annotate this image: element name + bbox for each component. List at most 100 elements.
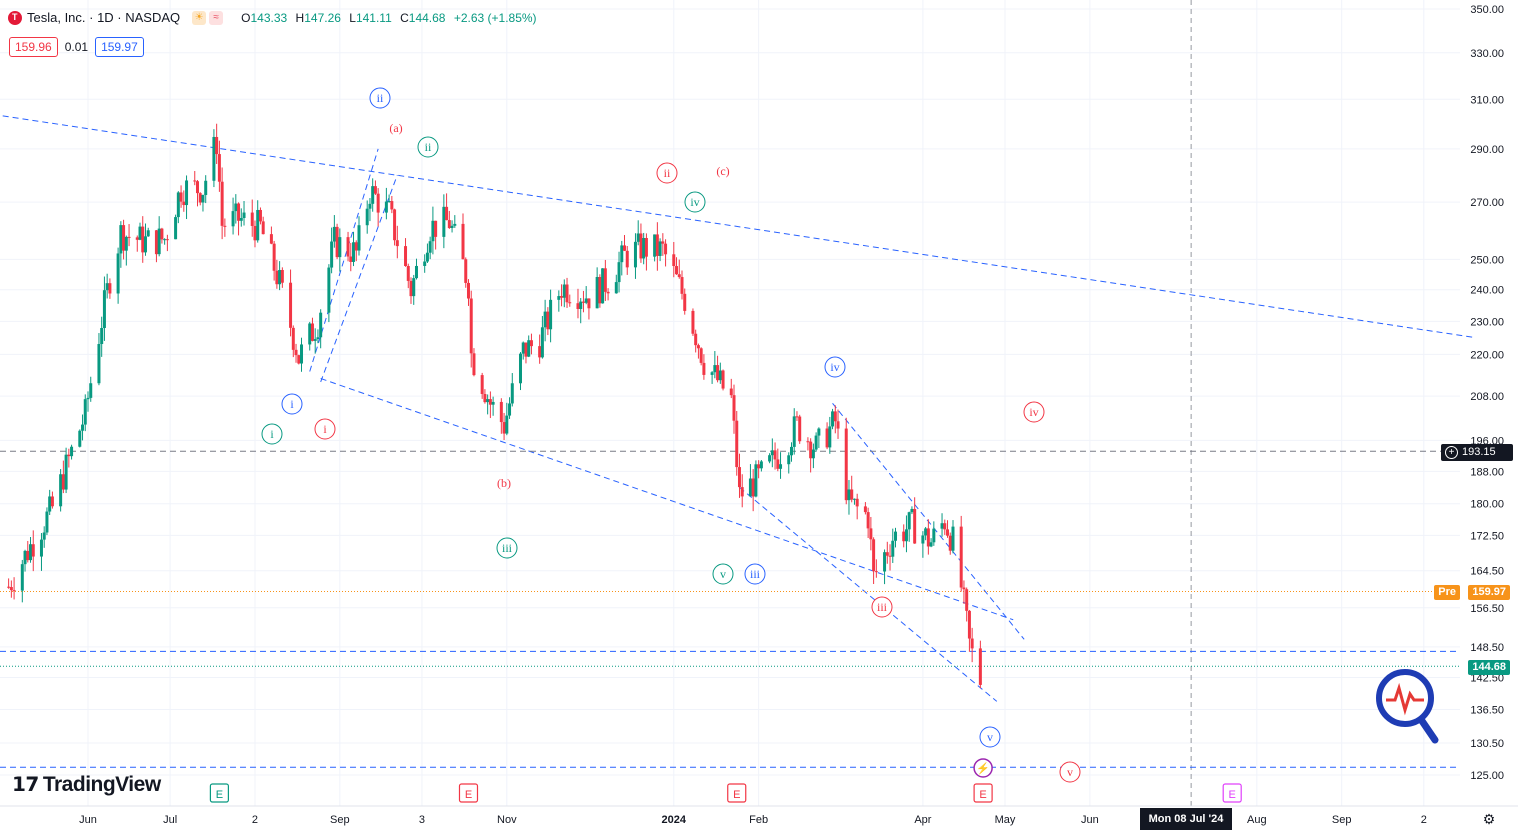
candle-body	[661, 241, 665, 244]
candle-body	[390, 201, 394, 210]
candle-body	[64, 454, 68, 490]
candle-body	[617, 262, 621, 283]
candle-body	[42, 532, 46, 540]
candle-body	[310, 323, 314, 341]
candle-body	[965, 589, 969, 611]
candle-body	[814, 435, 818, 450]
candle-body	[502, 422, 506, 434]
magnifier-pulse	[1386, 682, 1424, 716]
candle-body	[948, 535, 952, 551]
candle-body	[902, 531, 906, 542]
candle-body	[204, 180, 208, 196]
candle-body	[891, 540, 895, 557]
market-session-icon[interactable]: ☀	[192, 10, 207, 25]
candle-body	[636, 233, 640, 242]
tradingview-mark-icon: 𝟭𝟳	[12, 774, 39, 796]
tradingview-logo[interactable]: 𝟭𝟳 TradingView	[12, 772, 161, 797]
add-alert-icon[interactable]: +	[1445, 446, 1458, 459]
bid-button[interactable]: 159.96	[9, 37, 58, 57]
candle-body	[579, 301, 583, 309]
candle-body	[12, 590, 16, 592]
candle-body	[913, 508, 917, 544]
x-tick-label: Sep	[1332, 814, 1352, 826]
candle-body	[962, 587, 966, 590]
candle-body	[442, 206, 446, 237]
earnings-marker	[727, 783, 747, 803]
candle-body	[546, 311, 550, 330]
candle-body	[639, 233, 643, 259]
candle-body	[664, 243, 668, 255]
time-axis[interactable]: Jun Jul 2 Sep 3 Nov 2024 Feb Apr May Jun Aug Sep 2	[0, 805, 1518, 826]
candle-body	[31, 544, 35, 557]
candle-body	[499, 401, 503, 423]
candle-body	[770, 450, 774, 456]
candle-body	[718, 370, 722, 381]
candle-body	[527, 340, 531, 357]
candle-body	[193, 180, 197, 182]
candle-body	[524, 342, 528, 357]
candle-body	[825, 428, 829, 448]
candle-body	[297, 355, 301, 364]
candle-body	[565, 284, 569, 303]
candle-body	[828, 426, 832, 448]
candle-body	[978, 648, 982, 685]
candle-body	[869, 528, 873, 540]
trendline	[309, 148, 379, 372]
candle-body	[404, 246, 408, 266]
candle-body	[943, 523, 947, 530]
candle-body	[425, 252, 429, 262]
wave-label-circle	[712, 563, 734, 585]
candle-body	[116, 253, 120, 294]
candle-body	[483, 394, 487, 403]
candle-body	[614, 282, 618, 294]
candle-body	[721, 370, 725, 389]
x-tick-label: 2024	[662, 814, 687, 826]
x-tick-label: 2	[1421, 814, 1427, 826]
wave-label: i	[290, 397, 294, 411]
y-tick-label: 148.50	[1470, 642, 1504, 654]
candle-body	[587, 298, 591, 309]
candle-body	[855, 498, 859, 507]
candle-body	[100, 328, 104, 345]
settings-gear-icon[interactable]: ⚙	[1482, 811, 1496, 827]
tesla-logo-icon	[8, 10, 22, 25]
candle-body	[921, 535, 925, 544]
candle-body	[521, 342, 525, 354]
candle-body	[83, 399, 87, 425]
analysis-magnifier-icon[interactable]	[1376, 669, 1439, 744]
candle-body	[237, 203, 241, 221]
candle-body	[576, 303, 580, 309]
brand-name: TradingView	[42, 773, 161, 796]
candle-body	[450, 225, 454, 229]
wave-label: ii	[664, 166, 671, 180]
ask-button[interactable]: 159.97	[95, 37, 144, 57]
candle-body	[23, 550, 27, 565]
x-tick-label: Feb	[749, 814, 768, 826]
wave-label: ii	[425, 140, 432, 154]
y-tick-label: 172.50	[1470, 530, 1504, 542]
candle-body	[779, 464, 783, 469]
x-tick-label: Apr	[914, 814, 931, 826]
symbol-title[interactable]: Tesla, Inc. · 1D · NASDAQ	[27, 10, 181, 25]
x-tick-label: Nov	[497, 814, 517, 826]
earnings-marker	[458, 783, 479, 803]
wave-label-circle	[369, 87, 391, 109]
y-tick-label: 270.00	[1470, 197, 1504, 209]
candle-body	[70, 446, 74, 457]
wave-label-circle	[1059, 761, 1081, 783]
candle-body	[393, 209, 397, 241]
crosshair-price-value: 193.15	[1462, 446, 1496, 458]
x-tick-label: May	[995, 814, 1016, 826]
candle-body	[409, 280, 413, 297]
candle-body	[598, 277, 602, 304]
wave-label-circle	[744, 563, 766, 585]
wave-label: iv	[830, 360, 839, 374]
candle-body	[157, 228, 161, 255]
y-tick-label: 136.50	[1470, 705, 1504, 717]
candle-body	[373, 186, 377, 194]
y-tick-label: 240.00	[1470, 285, 1504, 297]
x-tick-label: Aug	[1247, 814, 1267, 826]
y-tick-label: 250.00	[1470, 254, 1504, 266]
indicator-wave-icon[interactable]: ≈	[209, 10, 224, 25]
